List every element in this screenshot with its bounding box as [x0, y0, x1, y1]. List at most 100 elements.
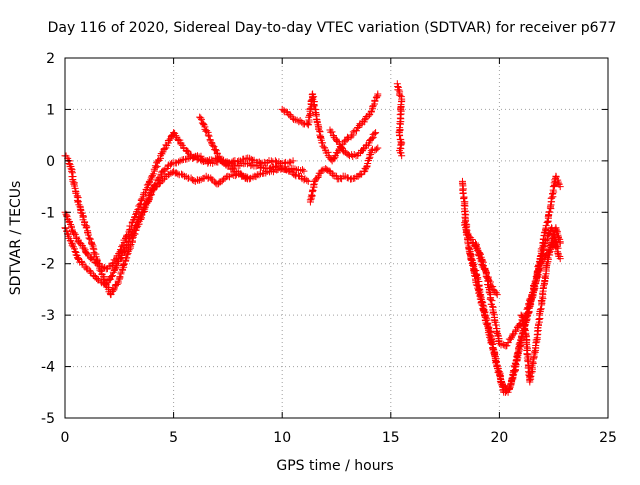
- data-point: [100, 276, 108, 284]
- data-point: [165, 136, 173, 144]
- data-point: [511, 327, 519, 335]
- data-point: [172, 169, 180, 177]
- series-track-h: [393, 80, 406, 160]
- data-point: [544, 254, 552, 262]
- data-point: [361, 116, 369, 124]
- data-point: [398, 152, 406, 160]
- data-point: [197, 114, 205, 122]
- y-tick-label: -3: [41, 308, 55, 324]
- data-point: [487, 295, 495, 303]
- y-tick-label: -4: [41, 360, 55, 376]
- data-point: [289, 157, 297, 165]
- data-point: [86, 235, 94, 243]
- data-point: [489, 309, 497, 317]
- data-point: [150, 165, 158, 173]
- data-point: [74, 197, 82, 205]
- data-point: [319, 142, 327, 150]
- data-point: [178, 156, 186, 164]
- data-point: [372, 145, 380, 153]
- data-point: [233, 158, 241, 166]
- data-point: [372, 129, 380, 137]
- data-point: [459, 189, 467, 197]
- series-track-m: [517, 224, 564, 386]
- data-point: [328, 128, 336, 136]
- data-point: [102, 279, 110, 287]
- data-point: [554, 234, 562, 242]
- data-point: [70, 229, 78, 237]
- data-point: [275, 158, 283, 166]
- data-point: [552, 173, 560, 181]
- data-point: [77, 240, 85, 248]
- data-point: [82, 224, 90, 232]
- data-point: [474, 246, 482, 254]
- data-point: [266, 164, 274, 172]
- data-point: [483, 321, 491, 329]
- data-point: [303, 176, 311, 184]
- data-point: [286, 111, 294, 119]
- data-point: [119, 262, 127, 270]
- data-point: [80, 244, 88, 252]
- data-point: [295, 118, 303, 126]
- data-point: [177, 140, 185, 148]
- data-point: [495, 339, 503, 347]
- series-track-f: [306, 144, 382, 206]
- data-point: [532, 277, 540, 285]
- data-point: [209, 141, 217, 149]
- axis-ticks: [64, 57, 609, 419]
- data-point: [543, 219, 551, 227]
- data-point: [306, 105, 314, 113]
- data-point: [323, 166, 331, 174]
- data-point: [542, 222, 550, 230]
- data-point: [151, 180, 159, 188]
- data-point: [304, 177, 312, 185]
- data-point: [137, 215, 145, 223]
- data-point: [374, 144, 382, 152]
- data-point: [495, 368, 503, 376]
- data-point: [481, 312, 489, 320]
- data-point: [316, 133, 324, 141]
- data-point: [310, 102, 318, 110]
- data-point: [488, 344, 496, 352]
- data-point: [224, 172, 232, 180]
- data-point: [123, 251, 131, 259]
- data-point: [496, 374, 504, 382]
- series-track-k: [465, 239, 564, 396]
- data-point: [89, 244, 97, 252]
- data-point: [367, 150, 375, 158]
- data-point: [486, 333, 494, 341]
- data-point: [71, 247, 79, 255]
- data-point: [488, 297, 496, 305]
- series-track-g: [326, 126, 380, 161]
- y-tick-label: -5: [41, 411, 55, 427]
- data-point: [174, 158, 182, 166]
- data-point: [107, 290, 115, 298]
- data-point: [541, 273, 549, 281]
- data-point: [296, 117, 304, 125]
- data-point: [549, 190, 557, 198]
- data-point: [351, 174, 359, 182]
- data-point: [243, 175, 251, 183]
- data-point: [478, 260, 486, 268]
- data-point: [300, 167, 308, 175]
- data-point: [262, 169, 270, 177]
- chart-title: Day 116 of 2020, Sidereal Day-to-day VTE…: [48, 20, 617, 36]
- data-point: [218, 158, 226, 166]
- x-tick-label: 5: [169, 430, 178, 446]
- x-tick-label: 15: [382, 430, 400, 446]
- data-point: [206, 137, 214, 145]
- data-point: [83, 223, 91, 231]
- data-point: [371, 130, 379, 138]
- data-point: [88, 240, 96, 248]
- data-point: [482, 319, 490, 327]
- data-point: [472, 281, 480, 289]
- data-marks: [61, 80, 564, 396]
- data-point: [526, 376, 534, 384]
- y-tick-label: -2: [41, 257, 55, 273]
- data-point: [475, 288, 483, 296]
- data-point: [548, 194, 556, 202]
- data-point: [486, 289, 494, 297]
- data-point: [212, 146, 220, 154]
- data-point: [520, 321, 528, 329]
- data-point: [142, 185, 150, 193]
